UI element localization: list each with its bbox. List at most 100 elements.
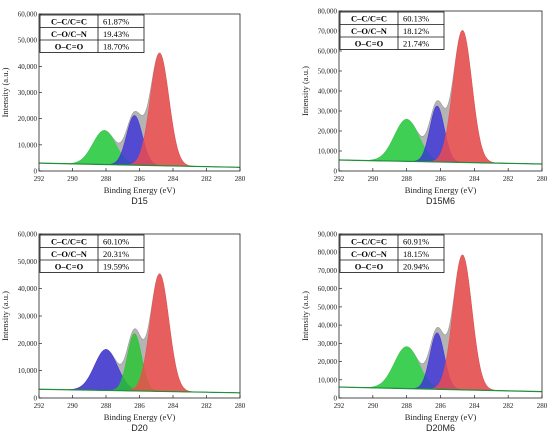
x-axis-label: Binding Energy (eV)	[104, 412, 176, 422]
y-tick-label: 10,000	[18, 367, 38, 375]
table-bond-label: C–O/C–N	[351, 249, 388, 259]
x-tick-label: 282	[201, 175, 212, 183]
x-tick-label: 282	[503, 175, 514, 183]
table-percent-value: 18.15%	[403, 249, 429, 259]
table-bond-label: C–O/C–N	[51, 249, 88, 259]
composition-table: C–C/C=C 60.91% C–O/C–N 18.15% O–C=O 20.94%	[339, 234, 445, 273]
table-bond-label: C–C/C=C	[351, 13, 387, 23]
x-tick-label: 292	[334, 402, 345, 410]
y-tick-label: 50,000	[18, 258, 38, 266]
x-tick-label: 280	[537, 175, 548, 183]
table-percent-value: 19.59%	[103, 261, 129, 271]
panel-d20m6: 292 290 288 286 284 282 280 0 10,000 20,000 30,000…	[300, 231, 548, 434]
background-line	[338, 386, 543, 393]
y-tick-label: 20,000	[18, 115, 38, 123]
table-bond-label: O–C=O	[355, 261, 384, 271]
x-tick-label: 292	[34, 402, 45, 410]
y-tick-label: 60,000	[318, 285, 338, 293]
x-tick-label: 288	[401, 402, 412, 410]
x-axis-label: Binding Energy (eV)	[405, 412, 477, 422]
panel-d20: 292 290 288 286 284 282 280 0 10,000 20,000 30,000…	[0, 231, 246, 434]
y-tick-label: 0	[34, 168, 38, 176]
table-percent-value: 60.13%	[403, 13, 429, 23]
x-tick-label: 286	[134, 175, 145, 183]
x-tick-label: 286	[435, 175, 446, 183]
y-tick-label: 80,000	[318, 8, 338, 16]
y-tick-label: 30,000	[318, 108, 338, 116]
x-tick-label: 288	[401, 175, 412, 183]
table-percent-value: 20.31%	[103, 249, 129, 259]
y-tick-label: 20,000	[318, 128, 338, 136]
table-percent-value: 18.12%	[403, 26, 429, 36]
x-tick-label: 288	[101, 402, 112, 410]
y-tick-label: 0	[334, 168, 338, 176]
background-line	[338, 159, 543, 165]
y-tick-label: 20,000	[18, 340, 38, 348]
table-percent-value: 19.43%	[103, 29, 129, 39]
table-bond-label: C–C/C=C	[51, 236, 87, 246]
table-percent-value: 61.87%	[103, 16, 129, 26]
y-tick-label: 60,000	[18, 11, 38, 19]
background-line	[38, 162, 241, 168]
y-tick-label: 70,000	[318, 28, 338, 36]
table-bond-label: C–O/C–N	[351, 26, 388, 36]
x-tick-label: 282	[503, 402, 514, 410]
x-tick-label: 292	[334, 175, 345, 183]
x-axis-label: Binding Energy (eV)	[104, 185, 176, 195]
y-tick-label: 50,000	[18, 37, 38, 45]
y-tick-label: 30,000	[18, 89, 38, 97]
x-tick-label: 280	[235, 402, 246, 410]
x-tick-label: 280	[537, 402, 548, 410]
y-tick-label: 40,000	[318, 88, 338, 96]
x-tick-label: 290	[67, 175, 78, 183]
y-axis-label: Intensity (a.u.)	[300, 66, 310, 116]
table-frame	[339, 11, 445, 50]
x-tick-label: 286	[134, 402, 145, 410]
x-tick-label: 284	[168, 175, 179, 183]
y-tick-label: 60,000	[318, 48, 338, 56]
panel-label: D15	[131, 196, 148, 206]
table-frame	[39, 14, 145, 53]
composition-table: C–C/C=C 60.10% C–O/C–N 20.31% O–C=O 19.59%	[39, 234, 145, 273]
y-tick-label: 30,000	[18, 313, 38, 321]
panel-label: D20M6	[426, 423, 455, 433]
table-percent-value: 21.74%	[403, 38, 429, 48]
x-tick-label: 290	[67, 402, 78, 410]
table-percent-value: 60.10%	[103, 236, 129, 246]
y-tick-label: 40,000	[318, 322, 338, 330]
y-tick-label: 70,000	[318, 267, 338, 275]
x-tick-label: 288	[101, 175, 112, 183]
x-tick-label: 292	[34, 175, 45, 183]
panel-label: D20	[131, 423, 148, 433]
table-percent-value: 60.91%	[403, 236, 429, 246]
table-bond-label: C–C/C=C	[51, 16, 87, 26]
y-tick-label: 20,000	[318, 358, 338, 366]
x-tick-label: 282	[201, 402, 212, 410]
y-tick-label: 50,000	[318, 303, 338, 311]
x-tick-label: 290	[368, 402, 379, 410]
y-tick-label: 40,000	[18, 63, 38, 71]
x-tick-label: 284	[168, 402, 179, 410]
y-tick-label: 0	[34, 395, 38, 403]
table-frame	[39, 234, 145, 273]
y-tick-label: 30,000	[318, 340, 338, 348]
table-bond-label: O–C=O	[355, 38, 384, 48]
table-bond-label: C–C/C=C	[351, 236, 387, 246]
composition-table: C–C/C=C 60.13% C–O/C–N 18.12% O–C=O 21.74%	[339, 11, 445, 50]
y-tick-label: 10,000	[318, 376, 338, 384]
x-tick-label: 284	[469, 175, 480, 183]
y-tick-label: 40,000	[18, 285, 38, 293]
x-tick-label: 280	[235, 175, 246, 183]
y-tick-label: 50,000	[318, 68, 338, 76]
y-axis-label: Intensity (a.u.)	[0, 291, 10, 341]
y-tick-label: 60,000	[18, 231, 38, 239]
y-tick-label: 10,000	[318, 148, 338, 156]
composition-table: C–C/C=C 61.87% C–O/C–N 19.43% O–C=O 18.70%	[39, 14, 145, 53]
x-tick-label: 284	[469, 402, 480, 410]
y-axis-label: Intensity (a.u.)	[0, 67, 10, 117]
table-percent-value: 20.94%	[403, 261, 429, 271]
y-tick-label: 0	[334, 395, 338, 403]
table-bond-label: O–C=O	[55, 261, 84, 271]
